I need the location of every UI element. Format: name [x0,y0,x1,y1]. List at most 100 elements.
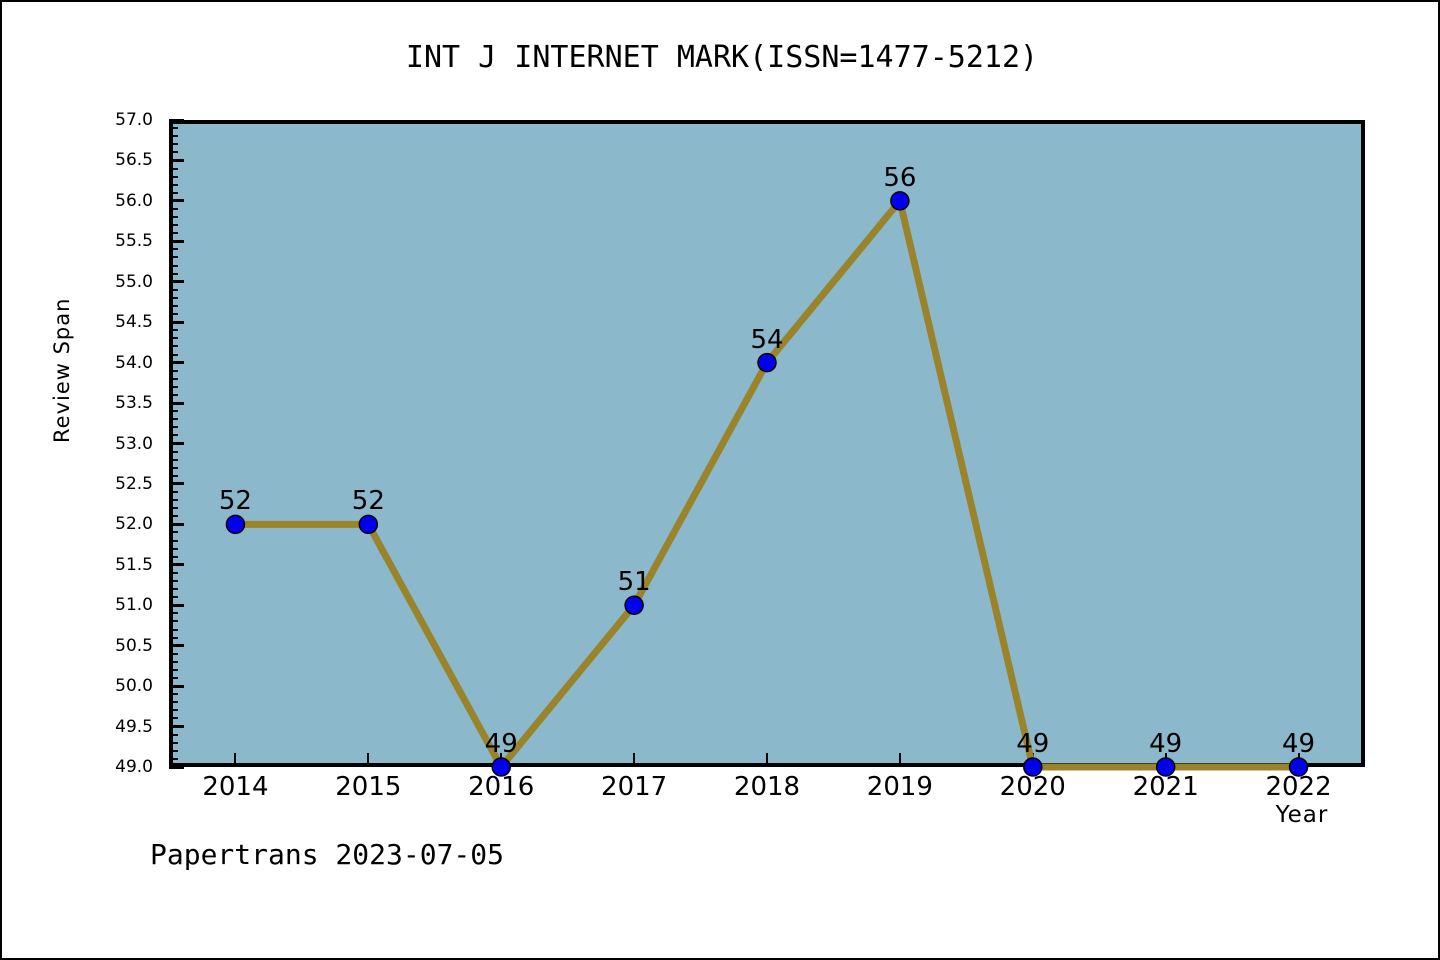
y-tick-minor [169,337,178,340]
y-tick-label: 54.5 [115,312,153,333]
y-tick-minor [169,693,178,696]
data-point-marker [1288,757,1309,777]
plot-area [169,120,1365,767]
series-line-layer [225,191,1309,777]
y-tick-label: 54.0 [115,352,153,373]
series-polyline [235,193,1299,774]
y-tick-minor [169,418,178,421]
y-tick-minor [169,579,178,582]
footer-note: Papertrans 2023-07-05 [150,838,505,871]
x-tick-label: 2017 [601,772,668,802]
y-tick-major [169,522,184,526]
y-tick-major [169,442,184,445]
y-tick-minor [169,256,178,259]
y-tick-minor [169,491,178,494]
y-tick-minor [169,426,178,429]
y-tick-minor [169,539,178,542]
y-tick-minor [169,353,178,356]
y-tick-major [169,603,184,607]
y-tick-minor [169,264,178,267]
x-tick-label: 2020 [999,772,1066,802]
y-tick-minor [169,167,178,170]
y-tick-minor [169,547,178,550]
y-tick-minor [169,175,178,178]
y-tick-minor [169,450,178,453]
y-tick-minor [169,272,178,275]
y-tick-major [169,725,184,729]
y-tick-label: 55.0 [115,271,153,292]
y-tick-major [169,158,184,162]
series-markers [225,191,1309,777]
y-tick-label: 57.0 [115,110,153,130]
x-tick-major [234,753,237,767]
y-tick-major [169,563,184,567]
y-tick-minor [169,757,178,760]
data-point-label: 51 [617,567,651,598]
y-tick-minor [169,701,178,704]
data-point-marker [225,514,246,535]
y-tick-minor [169,313,178,316]
data-point-label: 56 [883,162,917,193]
y-tick-minor [169,377,178,380]
y-tick-minor [169,410,178,413]
y-tick-minor [169,385,178,388]
y-tick-minor [169,499,178,502]
y-tick-label: 53.5 [115,393,153,414]
y-tick-minor [169,216,178,219]
y-tick-minor [169,636,178,639]
data-point-label: 54 [750,324,784,355]
data-point-label: 52 [351,486,385,517]
y-axis-label: Review Span [50,297,74,443]
y-tick-minor [169,296,178,299]
data-point-label: 52 [218,486,252,517]
y-tick-label: 52.0 [115,514,153,535]
y-tick-major [169,644,184,648]
y-tick-minor [169,717,178,720]
y-tick-minor [169,668,178,671]
y-tick-minor [169,507,178,510]
y-tick-minor [169,369,178,372]
y-tick-major [169,118,184,122]
x-tick-label: 2022 [1265,772,1332,802]
x-tick-major [898,753,901,767]
x-tick-major [766,753,768,767]
y-tick-minor [169,434,178,437]
y-tick-minor [169,135,178,138]
y-tick-minor [169,207,178,210]
data-point-marker [1023,757,1043,777]
x-tick-label: 2021 [1132,772,1199,802]
y-tick-label: 51.0 [115,595,153,616]
x-tick-label: 2018 [733,772,801,802]
y-tick-minor [169,248,178,251]
y-tick-label: 49.0 [115,757,153,777]
chart-title: INT J INTERNET MARK(ISSN=1477-5212) [405,40,1039,75]
y-tick-minor [169,183,178,186]
y-tick-minor [169,741,178,744]
y-tick-minor [169,191,178,194]
y-tick-label: 51.5 [115,554,153,575]
y-tick-label: 52.5 [115,473,153,494]
y-tick-minor [169,224,178,227]
x-tick-major [633,753,636,767]
y-tick-minor [169,345,178,348]
x-tick-major [367,753,370,767]
y-tick-label: 50.5 [115,635,153,656]
y-tick-minor [169,288,178,291]
y-tick-minor [169,620,178,623]
data-point-marker [624,595,644,615]
y-tick-label: 50.0 [115,676,153,697]
y-tick-minor [169,127,178,130]
y-tick-major [169,482,184,486]
y-tick-major [169,765,184,769]
x-tick-label: 2016 [468,772,535,802]
y-tick-label: 56.5 [115,150,153,171]
y-tick-major [169,199,184,203]
x-tick-label: 2015 [335,772,402,802]
data-point-marker [890,191,910,211]
y-tick-label: 55.5 [115,231,153,252]
data-point-label: 49 [1149,729,1183,759]
y-tick-minor [169,709,178,712]
y-tick-minor [169,596,178,599]
y-tick-minor [169,588,178,591]
y-tick-major [169,239,184,243]
